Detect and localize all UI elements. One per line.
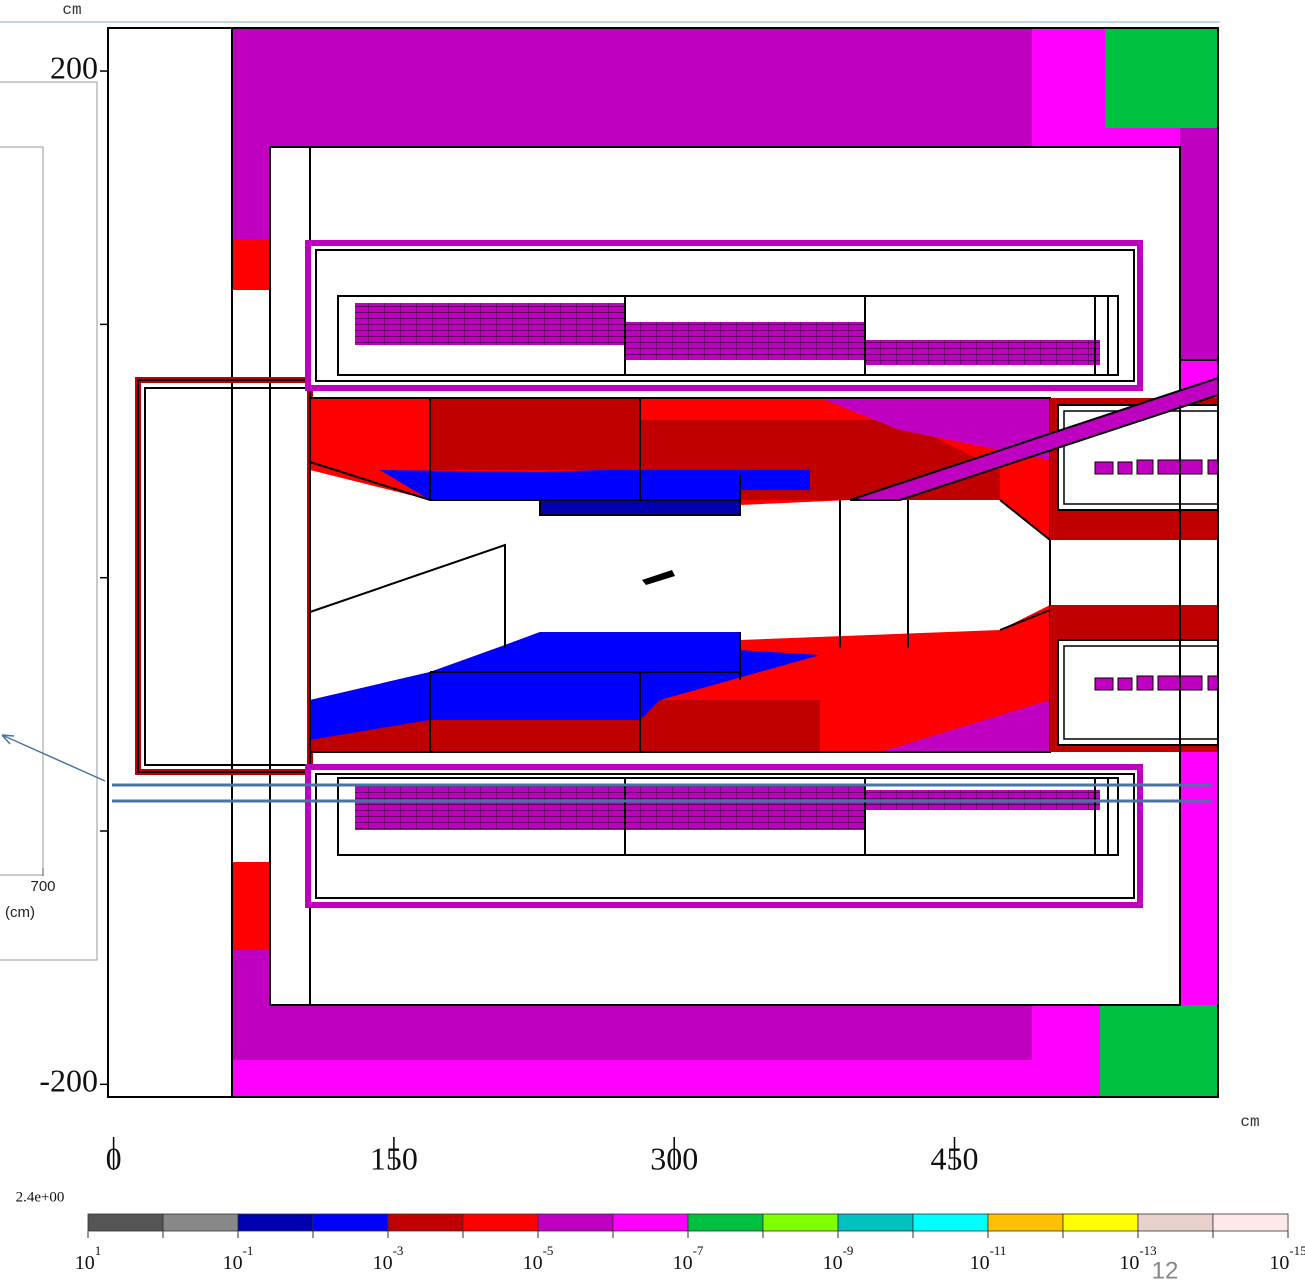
colorbar-max: 2.4e+00 — [16, 1189, 65, 1205]
colorbar-bin — [538, 1214, 613, 1231]
colorbar-tick-base: 10 — [970, 1252, 990, 1274]
x-tick-label: 300 — [650, 1140, 698, 1176]
colorbar-bin — [463, 1214, 538, 1231]
x-unit: cm — [1240, 1113, 1259, 1131]
page: 700 (cm) — [0, 0, 1305, 1285]
colorbar-tick-exponent: -7 — [693, 1243, 704, 1258]
colorbar-tick-base: 10 — [223, 1252, 243, 1274]
y-tick-label: 200 — [50, 49, 98, 85]
colorbar-tick-exponent: -13 — [1139, 1243, 1156, 1258]
colorbar-bin — [763, 1214, 838, 1231]
inset: 700 (cm) — [0, 82, 97, 960]
colorbar-tick-base: 10 — [75, 1252, 95, 1274]
colorbar-tick-label: 10-7 — [673, 1243, 704, 1274]
slide: 700 (cm) — [0, 0, 1305, 1285]
colorbar-bin — [163, 1214, 238, 1231]
colorbar-tick-label: 10-15 — [1269, 1243, 1305, 1274]
x-tick-label: 150 — [370, 1140, 418, 1176]
colorbar-bin — [88, 1214, 163, 1231]
colorbar-tick-exponent: -11 — [990, 1243, 1007, 1258]
colorbar-bin — [1063, 1214, 1138, 1231]
page-number: 12 — [1152, 1257, 1179, 1284]
colorbar-bin — [1138, 1214, 1213, 1231]
colorbar-tick-label: 10-5 — [523, 1243, 554, 1274]
y-tick-label: -200 — [39, 1063, 98, 1099]
colorbar-bin — [1213, 1214, 1288, 1231]
colorbar-tick-exponent: -15 — [1289, 1243, 1305, 1258]
y-unit: cm — [62, 1, 81, 19]
colorbar-tick-base: 10 — [373, 1252, 393, 1274]
colorbar-tick-base: 10 — [523, 1252, 543, 1274]
colorbar-tick-label: 10-1 — [223, 1243, 254, 1274]
colorbar-bin — [688, 1214, 763, 1231]
colorbar-bin — [838, 1214, 913, 1231]
colorbar-tick-exponent: 1 — [95, 1243, 102, 1258]
colorbar-tick-exponent: -9 — [843, 1243, 854, 1258]
inset-tick: 700 — [30, 878, 55, 895]
colorbar-bin — [388, 1214, 463, 1231]
colorbar-tick-base: 10 — [1119, 1252, 1139, 1274]
colorbar-tick-label: 10-3 — [373, 1243, 404, 1274]
colorbar-bin — [613, 1214, 688, 1231]
x-tick-label: 450 — [931, 1140, 979, 1176]
colorbar-bin — [988, 1214, 1063, 1231]
colorbar-tick-label: 10-11 — [970, 1243, 1007, 1274]
colorbar-tick-exponent: -5 — [543, 1243, 554, 1258]
colorbar-tick-label: 10-9 — [823, 1243, 854, 1274]
colorbar-tick-exponent: -3 — [393, 1243, 404, 1258]
colorbar-tick-exponent: -1 — [243, 1243, 254, 1258]
colorbar-bin — [238, 1214, 313, 1231]
inset-label: (cm) — [5, 904, 35, 921]
colorbar-tick-label: 101 — [75, 1243, 102, 1274]
geometry — [108, 28, 1218, 1097]
colorbar-tick-base: 10 — [823, 1252, 843, 1274]
colorbar-bin — [313, 1214, 388, 1231]
colorbar-tick-base: 10 — [673, 1252, 693, 1274]
colorbar-bin — [913, 1214, 988, 1231]
x-tick-label: 0 — [106, 1140, 122, 1176]
colorbar-tick-base: 10 — [1269, 1252, 1289, 1274]
